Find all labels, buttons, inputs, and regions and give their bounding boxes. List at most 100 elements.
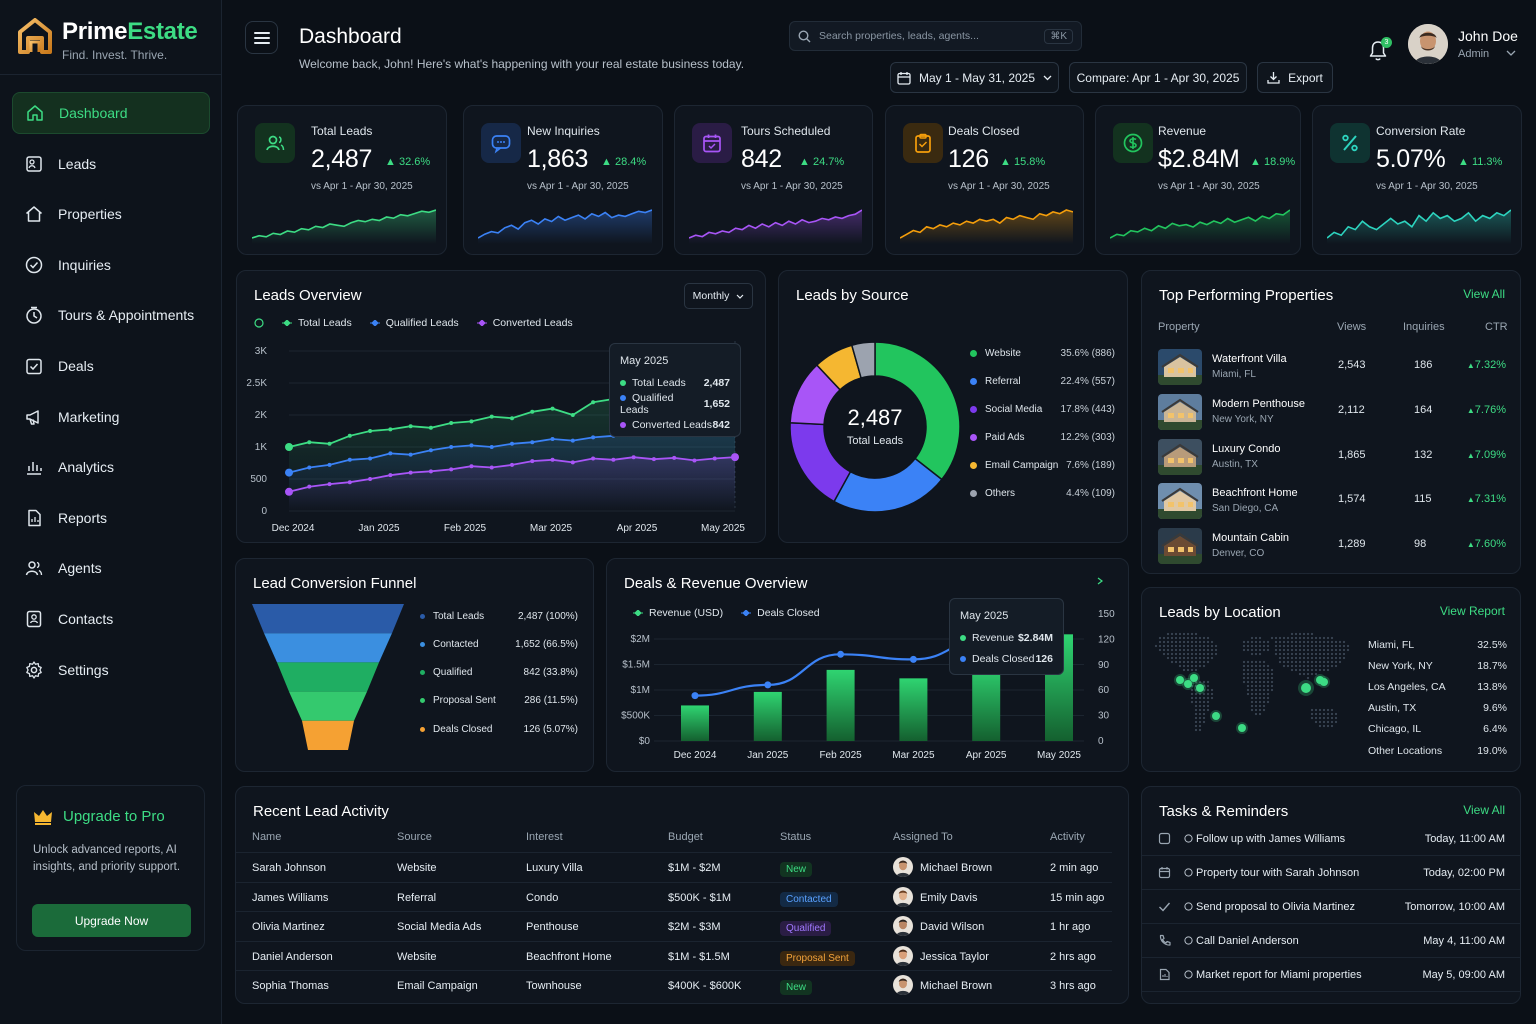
view-report-link[interactable]: View Report xyxy=(1439,604,1505,618)
sidebar-item-leads[interactable]: Leads xyxy=(12,143,210,185)
map-dot xyxy=(1262,648,1266,652)
location-row[interactable]: Los Angeles, CA 13.8% xyxy=(1368,681,1507,693)
lead-name[interactable]: James Williams xyxy=(252,891,329,904)
property-row[interactable]: Mountain Cabin Denver, CO 1,289 98 ▲7.60% xyxy=(1158,526,1508,566)
source-legend-item[interactable]: Referral 22.4% (557) xyxy=(970,374,1115,388)
compare-range-button[interactable]: Compare: Apr 1 - Apr 30, 2025 xyxy=(1069,62,1247,93)
lead-name[interactable]: Sophia Thomas xyxy=(252,980,329,993)
source-legend-item[interactable]: Paid Ads 12.2% (303) xyxy=(970,430,1115,444)
data-point xyxy=(285,468,293,477)
sidebar-item-marketing[interactable]: Marketing xyxy=(12,396,210,438)
task-row[interactable]: Property tour with Sarah Johnson Today, 0… xyxy=(1142,856,1520,890)
chevron-down-icon[interactable] xyxy=(1506,50,1516,56)
y-right-tick-label: 60 xyxy=(1098,685,1110,696)
table-row[interactable]: Sophia Thomas Email Campaign Townhouse $400… xyxy=(236,970,1112,1000)
view-all-tasks-link[interactable]: View All xyxy=(1463,803,1505,817)
source-legend-item[interactable]: Website 35.6% (886) xyxy=(970,346,1115,360)
map-dot xyxy=(1242,640,1246,644)
brand-logo[interactable]: PrimeEstate Find. Invest. Thrive. xyxy=(18,18,198,62)
view-all-properties-link[interactable]: View All xyxy=(1463,287,1505,301)
sidebar-item-dashboard[interactable]: Dashboard xyxy=(12,92,210,134)
revenue-point xyxy=(909,655,917,663)
source-legend-item[interactable]: Social Media 17.8% (443) xyxy=(970,402,1115,416)
map-dot xyxy=(1298,644,1302,648)
world-map[interactable] xyxy=(1150,628,1360,758)
data-point xyxy=(428,448,433,453)
table-row[interactable]: Daniel Anderson Website Beachfront Home $1M… xyxy=(236,940,1112,971)
kpi-icon-box xyxy=(903,123,943,163)
map-dot xyxy=(1250,704,1254,708)
calendar-icon[interactable] xyxy=(1158,866,1171,879)
sidebar-item-reports[interactable]: Reports xyxy=(12,497,210,539)
table-row[interactable]: James Williams Referral Condo $500K - $1M Co… xyxy=(236,881,1112,912)
task-row[interactable]: Send proposal to Olivia Martinez Tomorrow… xyxy=(1142,890,1520,924)
property-row[interactable]: Luxury Condo Austin, TX 1,865 132 ▲7.09% xyxy=(1158,437,1508,477)
kpi-card[interactable]: Total Leads 2,487 ▲ 32.6% vs Apr 1 - Apr 30… xyxy=(237,105,447,255)
location-row[interactable]: Other Locations 19.0% xyxy=(1368,745,1507,757)
y-tick-label: 500 xyxy=(250,474,267,485)
table-row[interactable]: Sarah Johnson Website Luxury Villa $1M - $2… xyxy=(236,852,1112,882)
lead-name[interactable]: Olivia Martinez xyxy=(252,921,325,934)
sidebar-item-contacts[interactable]: Contacts xyxy=(12,598,210,640)
tooltip-row: Deals Closed 126 xyxy=(950,648,1063,669)
map-dot xyxy=(1330,644,1334,648)
sidebar-item-properties[interactable]: Properties xyxy=(12,193,210,235)
map-dot xyxy=(1314,664,1318,668)
kpi-card[interactable]: Revenue $2.84M ▲ 18.9% vs Apr 1 - Apr 30, 2… xyxy=(1095,105,1301,255)
sidebar-item-tours-appointments[interactable]: Tours & Appointments xyxy=(12,294,210,336)
legend-total-leads[interactable]: Total Leads xyxy=(282,317,352,329)
check-icon[interactable] xyxy=(1158,900,1171,913)
kpi-card[interactable]: Conversion Rate 5.07% ▲ 11.3% vs Apr 1 - Ap… xyxy=(1312,105,1522,255)
search-input[interactable] xyxy=(819,30,1037,42)
kpi-card[interactable]: New Inquiries 1,863 ▲ 28.4% vs Apr 1 - Apr … xyxy=(463,105,663,255)
checkbox-icon[interactable] xyxy=(1158,832,1171,845)
location-row[interactable]: New York, NY 18.7% xyxy=(1368,660,1507,672)
map-dot xyxy=(1254,692,1258,696)
sidebar-item-agents[interactable]: Agents xyxy=(12,547,210,589)
legend-deals-closed[interactable]: Deals Closed xyxy=(741,607,820,619)
legend-converted-leads[interactable]: Converted Leads xyxy=(476,317,573,329)
search-bar[interactable]: ⌘K xyxy=(789,21,1082,51)
upgrade-now-button[interactable]: Upgrade Now xyxy=(32,904,191,937)
user-avatar[interactable] xyxy=(1408,24,1448,64)
task-row[interactable]: Follow up with James Williams Today, 11:0… xyxy=(1142,822,1520,856)
period-select[interactable]: Monthly xyxy=(684,283,753,309)
lead-name[interactable]: Daniel Anderson xyxy=(252,950,333,963)
date-range-picker[interactable]: May 1 - May 31, 2025 xyxy=(890,62,1059,93)
report-icon[interactable] xyxy=(1158,968,1171,981)
phone-icon[interactable] xyxy=(1158,934,1171,947)
task-row[interactable]: Market report for Miami properties May 5,… xyxy=(1142,958,1520,992)
sidebar-item-deals[interactable]: Deals xyxy=(12,345,210,387)
kpi-card[interactable]: Deals Closed 126 ▲ 15.8% vs Apr 1 - Apr 30,… xyxy=(885,105,1084,255)
data-point xyxy=(428,425,433,430)
kpi-label: Tours Scheduled xyxy=(741,124,831,138)
source-legend-item[interactable]: Email Campaign 7.6% (189) xyxy=(970,458,1115,472)
sidebar-item-inquiries[interactable]: Inquiries xyxy=(12,244,210,286)
location-row[interactable]: Miami, FL 32.5% xyxy=(1368,639,1507,651)
sidebar-item-analytics[interactable]: Analytics xyxy=(12,446,210,488)
table-row[interactable]: Olivia Martinez Social Media Ads Penthouse… xyxy=(236,911,1112,941)
data-point xyxy=(388,427,393,432)
data-point xyxy=(368,477,373,481)
conversion-funnel-chart[interactable] xyxy=(250,604,410,752)
up-arrow-icon: ▲ xyxy=(1466,405,1475,415)
property-row[interactable]: Waterfront Villa Miami, FL 2,543 186 ▲7.32% xyxy=(1158,347,1508,387)
kpi-card[interactable]: Tours Scheduled 842 ▲ 24.7% vs Apr 1 - Apr … xyxy=(674,105,873,255)
location-row[interactable]: Chicago, IL 6.4% xyxy=(1368,723,1507,735)
task-row[interactable]: Call Daniel Anderson May 4, 11:00 AM xyxy=(1142,924,1520,958)
kpi-compare: vs Apr 1 - Apr 30, 2025 xyxy=(1158,181,1260,192)
legend-qualified-leads[interactable]: Qualified Leads xyxy=(369,317,459,329)
export-button[interactable]: Export xyxy=(1257,62,1333,93)
map-dot xyxy=(1198,728,1202,732)
menu-toggle-button[interactable] xyxy=(245,21,278,54)
source-legend-item[interactable]: Others 4.4% (109) xyxy=(970,487,1115,501)
chevron-right-icon[interactable] xyxy=(1097,577,1103,585)
leads-source-donut-chart[interactable] xyxy=(788,334,962,520)
location-label: Los Angeles, CA xyxy=(1368,681,1446,694)
sidebar-item-settings[interactable]: Settings xyxy=(12,649,210,691)
property-row[interactable]: Beachfront Home San Diego, CA 1,574 115 ▲7.3… xyxy=(1158,481,1508,521)
lead-name[interactable]: Sarah Johnson xyxy=(252,862,326,874)
location-row[interactable]: Austin, TX 9.6% xyxy=(1368,702,1507,714)
property-row[interactable]: Modern Penthouse New York, NY 2,112 164 ▲7.7… xyxy=(1158,392,1508,432)
legend-revenue[interactable]: Revenue (USD) xyxy=(633,607,723,619)
